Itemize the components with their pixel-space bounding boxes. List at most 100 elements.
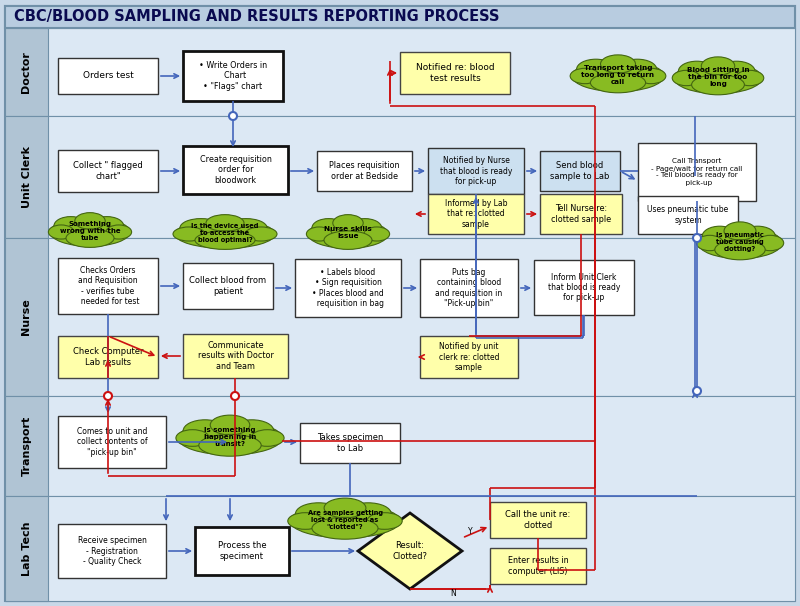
Text: Enter results in
computer (LIS): Enter results in computer (LIS) [508,556,568,576]
Ellipse shape [288,513,323,529]
Text: Comes to unit and
collect contents of
"pick-up bin": Comes to unit and collect contents of "p… [77,427,147,457]
Ellipse shape [696,235,723,251]
Ellipse shape [348,219,382,237]
Ellipse shape [364,227,390,241]
Text: Blood sitting in
the bin for too
long: Blood sitting in the bin for too long [686,67,750,87]
Text: Call the unit re:
clotted: Call the unit re: clotted [506,510,570,530]
Ellipse shape [637,68,666,84]
Text: Is pneumatic
tube causing
clotting?: Is pneumatic tube causing clotting? [716,232,764,252]
Ellipse shape [308,220,388,248]
Ellipse shape [572,61,664,92]
FancyBboxPatch shape [183,146,288,194]
Ellipse shape [295,503,342,525]
Ellipse shape [702,57,734,75]
Text: Checks Orders
and Requisition
- verifies tube
  needed for test: Checks Orders and Requisition - verifies… [76,266,140,306]
Text: Nurse: Nurse [22,299,31,335]
Text: Process the
speciment: Process the speciment [218,541,266,561]
FancyBboxPatch shape [5,238,795,396]
Ellipse shape [601,55,635,73]
Text: Collect blood from
patient: Collect blood from patient [190,276,266,296]
Text: Tell Nurse re:
clotted sample: Tell Nurse re: clotted sample [551,204,611,224]
Ellipse shape [345,503,391,525]
Ellipse shape [698,227,782,259]
FancyBboxPatch shape [5,116,795,238]
Ellipse shape [333,215,363,231]
Ellipse shape [367,513,402,529]
Ellipse shape [618,59,657,79]
Ellipse shape [106,225,131,239]
Text: Orders test: Orders test [82,72,134,81]
Ellipse shape [577,59,615,79]
Text: Send blood
sample to Lab: Send blood sample to Lab [550,161,610,181]
Text: Create requisition
order for
bloodwork: Create requisition order for bloodwork [199,155,271,185]
Ellipse shape [570,68,600,84]
Text: Notified by Nurse
that blood is ready
for pick-up: Notified by Nurse that blood is ready fo… [440,156,512,186]
FancyBboxPatch shape [5,28,795,116]
Text: Notified re: blood
test results: Notified re: blood test results [416,63,494,82]
Ellipse shape [75,213,106,229]
Ellipse shape [50,218,130,246]
Ellipse shape [691,75,745,95]
Text: • Labels blood
• Sign requisition
• Places blood and
  requisition in bag: • Labels blood • Sign requisition • Plac… [312,268,384,308]
FancyBboxPatch shape [5,396,48,496]
FancyBboxPatch shape [420,336,518,378]
FancyBboxPatch shape [5,238,48,396]
Text: Informed by Lab
that re: clotted
sample: Informed by Lab that re: clotted sample [445,199,507,229]
Text: Puts bag
containing blood
and requisition in
"Pick-up bin": Puts bag containing blood and requisitio… [435,268,502,308]
FancyBboxPatch shape [183,334,288,378]
FancyBboxPatch shape [428,194,524,234]
Text: Receive specimen
- Registration
- Quality Check: Receive specimen - Registration - Qualit… [78,536,146,566]
Circle shape [229,112,237,120]
Text: Something
wrong with the
tube: Something wrong with the tube [60,221,120,241]
Text: Takes specimen
to Lab: Takes specimen to Lab [317,433,383,453]
FancyBboxPatch shape [300,423,400,463]
Ellipse shape [198,435,261,456]
Ellipse shape [290,504,400,538]
Text: Nurse skills
Issue: Nurse skills Issue [324,227,372,239]
Text: Transport taking
too long to return
call: Transport taking too long to return call [582,65,654,85]
FancyBboxPatch shape [58,58,158,94]
FancyBboxPatch shape [5,6,795,28]
FancyBboxPatch shape [58,258,158,314]
FancyBboxPatch shape [490,548,586,584]
FancyBboxPatch shape [400,52,510,94]
FancyBboxPatch shape [58,150,158,192]
Text: Transport: Transport [22,416,31,476]
Ellipse shape [90,216,123,235]
Ellipse shape [176,430,210,447]
Ellipse shape [312,518,378,539]
Text: Places requisition
order at Bedside: Places requisition order at Bedside [330,161,400,181]
FancyBboxPatch shape [5,496,48,601]
Ellipse shape [757,235,784,251]
FancyBboxPatch shape [540,194,622,234]
Ellipse shape [178,421,282,455]
FancyBboxPatch shape [5,116,48,238]
FancyBboxPatch shape [420,259,518,317]
Ellipse shape [324,231,372,250]
Ellipse shape [724,222,756,240]
Text: Y: Y [468,527,473,536]
FancyBboxPatch shape [183,51,283,101]
FancyBboxPatch shape [5,396,795,496]
Ellipse shape [54,216,88,235]
FancyBboxPatch shape [638,143,756,201]
FancyBboxPatch shape [295,259,401,317]
Ellipse shape [312,219,346,237]
Ellipse shape [590,73,646,93]
FancyBboxPatch shape [5,28,48,116]
FancyBboxPatch shape [5,496,795,601]
Ellipse shape [715,239,766,260]
Ellipse shape [195,231,255,250]
FancyBboxPatch shape [490,502,586,538]
Ellipse shape [678,61,715,81]
FancyBboxPatch shape [317,151,412,191]
FancyBboxPatch shape [540,151,620,191]
Ellipse shape [251,430,284,447]
Text: Lab Tech: Lab Tech [22,521,31,576]
FancyBboxPatch shape [534,260,634,315]
Text: Is the device used
to access the
blood optimal?: Is the device used to access the blood o… [191,223,258,243]
Text: CBC/BLOOD SAMPLING AND RESULTS REPORTING PROCESS: CBC/BLOOD SAMPLING AND RESULTS REPORTING… [14,10,499,24]
Ellipse shape [230,420,274,442]
Ellipse shape [718,61,755,81]
Text: Communicate
results with Doctor
and Team: Communicate results with Doctor and Team [198,341,274,371]
